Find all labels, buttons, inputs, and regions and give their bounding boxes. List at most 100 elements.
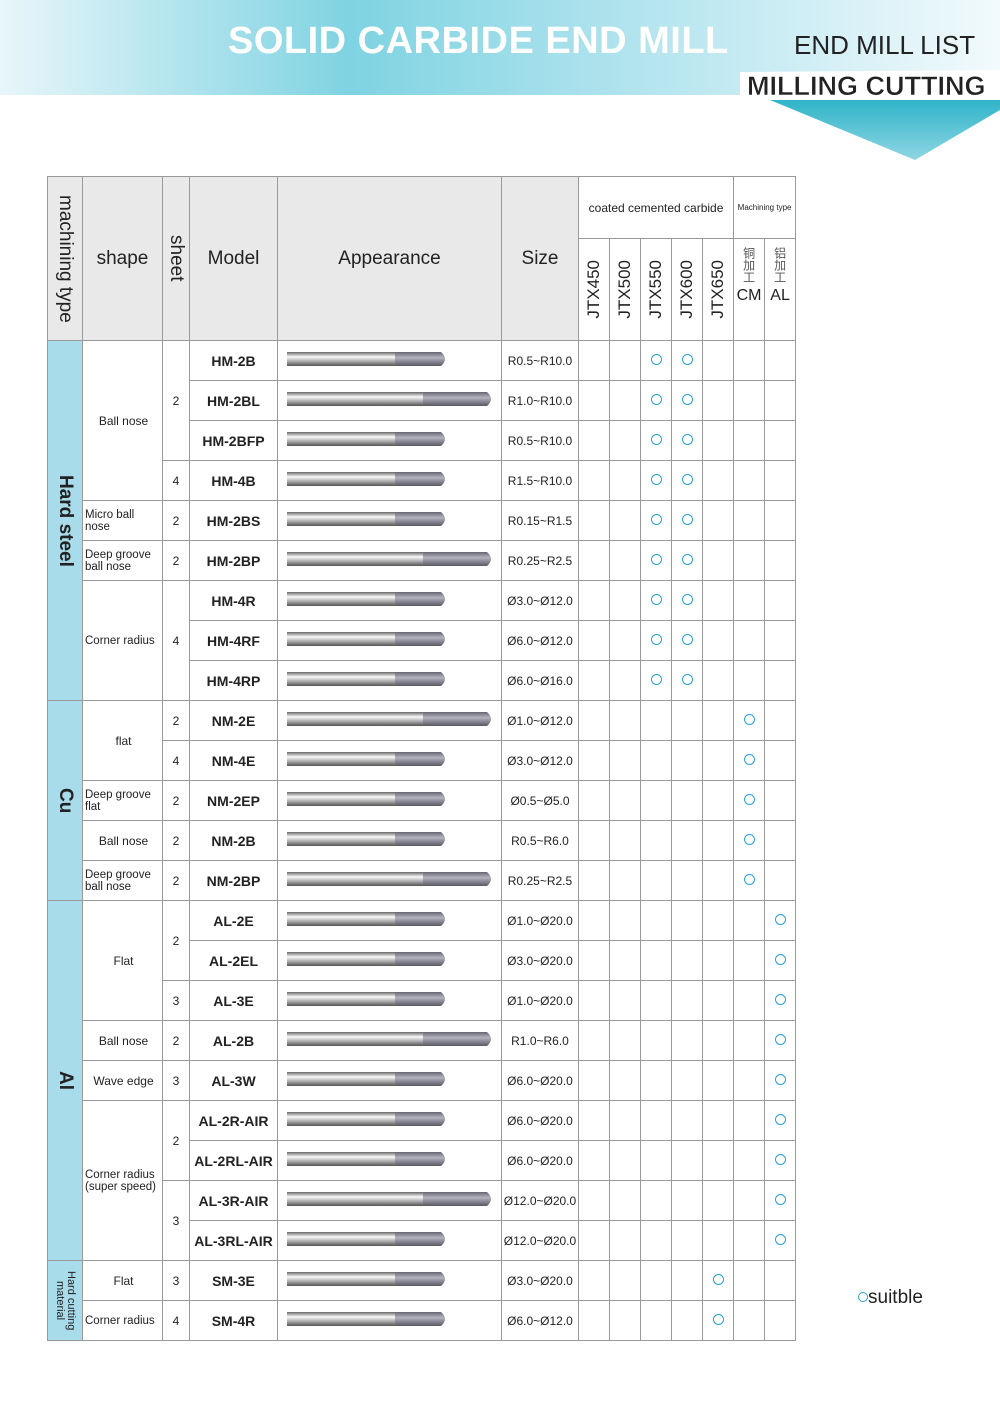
mark-cell	[764, 1100, 797, 1141]
sheet: 2	[162, 780, 190, 821]
size: Ø3.0~Ø20.0	[501, 940, 579, 981]
mark-cell	[671, 500, 703, 541]
tool-image	[286, 792, 445, 806]
mark-cell	[578, 1020, 610, 1061]
mark-cell	[701, 740, 735, 781]
sheet: 2	[162, 700, 190, 741]
size: Ø1.0~Ø20.0	[501, 980, 579, 1021]
row: AL-3RL-AIR Ø12.0~Ø20.0	[48, 1220, 797, 1261]
row: Ball nose 2 NM-2B R0.5~R6.0	[48, 820, 797, 861]
shape: Micro ball nose	[82, 500, 163, 541]
model: NM-4E	[189, 740, 278, 781]
mark-cell	[671, 660, 703, 701]
size: R0.5~R6.0	[501, 820, 579, 861]
mark-cell	[764, 1060, 797, 1101]
mark-cell	[640, 700, 672, 741]
shape: Deep groove flat	[82, 780, 163, 821]
mark-cell	[640, 1260, 672, 1301]
tool-image	[286, 912, 445, 926]
mark-cell	[671, 980, 703, 1021]
mark-cell	[764, 540, 797, 581]
mark-cell	[733, 1060, 766, 1101]
mark-cell	[578, 980, 610, 1021]
mark-cell	[578, 660, 610, 701]
mark-cell	[609, 700, 641, 741]
mark-cell	[578, 1300, 610, 1341]
suitable-mark	[681, 473, 693, 485]
mark-cell	[701, 820, 735, 861]
mark-cell	[671, 860, 703, 901]
grade-head: JTX500	[609, 238, 641, 341]
mark-cell	[640, 340, 672, 381]
grade-label: JTX450	[584, 260, 603, 319]
appearance	[277, 740, 502, 781]
mark-cell	[609, 980, 641, 1021]
mark-cell	[701, 1140, 735, 1181]
mark-cell	[640, 1180, 672, 1221]
size: R0.15~R1.5	[501, 500, 579, 541]
mark-cell	[609, 340, 641, 381]
mark-cell	[701, 1180, 735, 1221]
legend: suitble	[858, 1287, 923, 1309]
row: Deep groove ball nose 2 HM-2BP R0.25~R2.5	[48, 540, 797, 581]
suitable-mark	[712, 1273, 724, 1285]
mark-cell	[733, 980, 766, 1021]
mark-cell	[609, 580, 641, 621]
mark-cell	[764, 980, 797, 1021]
mark-cell	[609, 1100, 641, 1141]
mark-cell	[733, 660, 766, 701]
type-head: 铜加工 CM	[733, 238, 766, 341]
model: HM-2B	[189, 340, 278, 381]
mark-cell	[671, 1180, 703, 1221]
group-head: coated cemented carbide	[577, 176, 735, 239]
suitable-mark	[650, 553, 662, 565]
suitable-mark	[774, 1113, 786, 1125]
suitable-mark	[681, 513, 693, 525]
mark-cell	[609, 1140, 641, 1181]
shape: Deep groove ball nose	[82, 860, 163, 901]
appearance	[277, 380, 502, 421]
row: Wave edge 3 AL-3W Ø6.0~Ø20.0	[48, 1060, 797, 1101]
mark-cell	[701, 780, 735, 821]
sheet: 4	[162, 740, 190, 781]
mark-cell	[764, 780, 797, 821]
mark-cell	[609, 380, 641, 421]
mark-cell	[733, 780, 766, 821]
mark-cell	[764, 1220, 797, 1261]
model: AL-3R-AIR	[189, 1180, 278, 1221]
mark-cell	[701, 380, 735, 421]
appearance	[277, 1060, 502, 1101]
mark-cell	[701, 420, 735, 461]
mark-cell	[578, 780, 610, 821]
grade-label: JTX650	[708, 260, 728, 319]
mark-cell	[640, 980, 672, 1021]
grade-label: JTX500	[615, 260, 634, 319]
mark-cell	[609, 1020, 641, 1061]
appearance	[277, 1180, 502, 1221]
col-head: machining type	[47, 176, 83, 341]
suitable-mark	[681, 433, 693, 445]
sheet: 3	[162, 1260, 190, 1301]
mark-cell	[640, 380, 672, 421]
mark-cell	[640, 860, 672, 901]
row: Deep groove ball nose 2 NM-2BP R0.25~R2.5	[48, 860, 797, 901]
grade-head: JTX650	[701, 238, 735, 341]
legend-symbol	[858, 1292, 868, 1302]
mark-cell	[609, 1260, 641, 1301]
appearance	[277, 780, 502, 821]
shape: Flat	[82, 900, 163, 1021]
mark-cell	[671, 1060, 703, 1101]
suitable-mark	[743, 873, 755, 885]
shape: Ball nose	[82, 820, 163, 861]
mark-cell	[733, 540, 766, 581]
row: HM-4RP Ø6.0~Ø16.0	[48, 660, 797, 701]
mark-cell	[701, 980, 735, 1021]
size: Ø1.0~Ø12.0	[501, 700, 579, 741]
mark-cell	[609, 540, 641, 581]
mark-cell	[671, 460, 703, 501]
mark-cell	[701, 1100, 735, 1141]
model: HM-4B	[189, 460, 278, 501]
mark-cell	[701, 900, 735, 941]
mark-cell	[609, 940, 641, 981]
mark-cell	[733, 460, 766, 501]
